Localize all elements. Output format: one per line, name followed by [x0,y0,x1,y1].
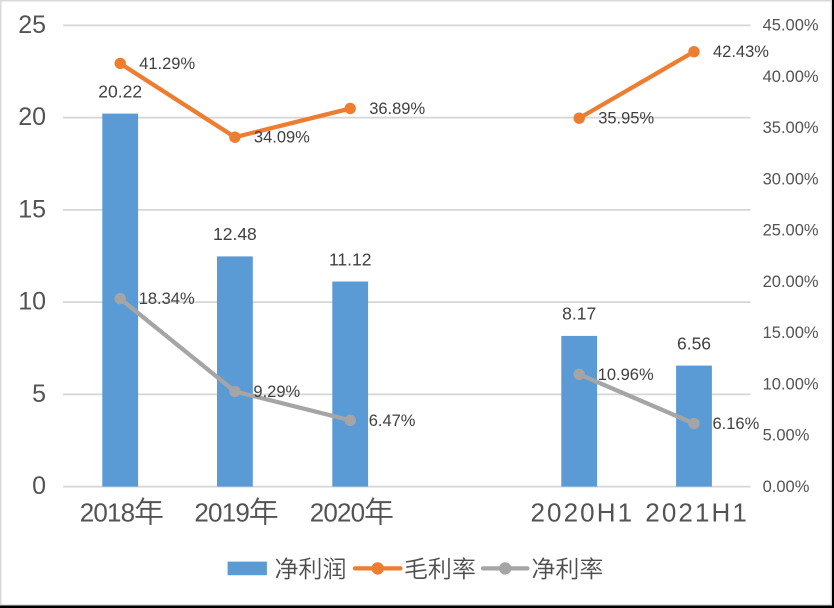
svg-text:9.29%: 9.29% [253,383,300,401]
svg-text:2020: 2020 [310,497,365,527]
svg-text:5: 5 [32,380,46,408]
svg-text:6.16%: 6.16% [713,415,760,433]
svg-text:41.29%: 41.29% [139,55,195,73]
svg-text:12.48: 12.48 [213,224,257,244]
svg-text:15.00%: 15.00% [763,324,819,342]
svg-text:40.00%: 40.00% [763,68,819,86]
svg-text:18.34%: 18.34% [139,290,195,308]
svg-text:34.09%: 34.09% [254,129,310,147]
svg-text:25: 25 [18,11,46,39]
svg-text:2018: 2018 [80,497,135,527]
svg-text:2021H1: 2021H1 [645,497,749,527]
svg-text:8.17: 8.17 [562,304,596,324]
svg-text:2019: 2019 [194,497,249,527]
svg-text:11.12: 11.12 [329,249,372,269]
svg-text:0.00%: 0.00% [763,478,810,496]
svg-text:20.22: 20.22 [98,81,142,101]
svg-text:0: 0 [32,472,46,500]
svg-text:20: 20 [18,103,46,131]
svg-text:42.43%: 42.43% [713,43,769,61]
svg-text:2020H1: 2020H1 [531,497,635,527]
svg-text:20.00%: 20.00% [763,273,819,291]
svg-text:15: 15 [18,195,46,223]
svg-text:10: 10 [18,288,46,316]
svg-text:6.47%: 6.47% [369,412,416,430]
svg-text:36.89%: 36.89% [369,100,425,118]
svg-text:10.00%: 10.00% [763,375,819,393]
svg-text:25.00%: 25.00% [763,222,819,240]
svg-text:10.96%: 10.96% [598,366,654,384]
svg-text:30.00%: 30.00% [763,170,819,188]
svg-text:6.56: 6.56 [677,333,711,353]
svg-text:35.95%: 35.95% [598,110,654,128]
svg-text:45.00%: 45.00% [763,17,819,35]
svg-text:35.00%: 35.00% [763,119,819,137]
svg-text:5.00%: 5.00% [763,427,810,445]
